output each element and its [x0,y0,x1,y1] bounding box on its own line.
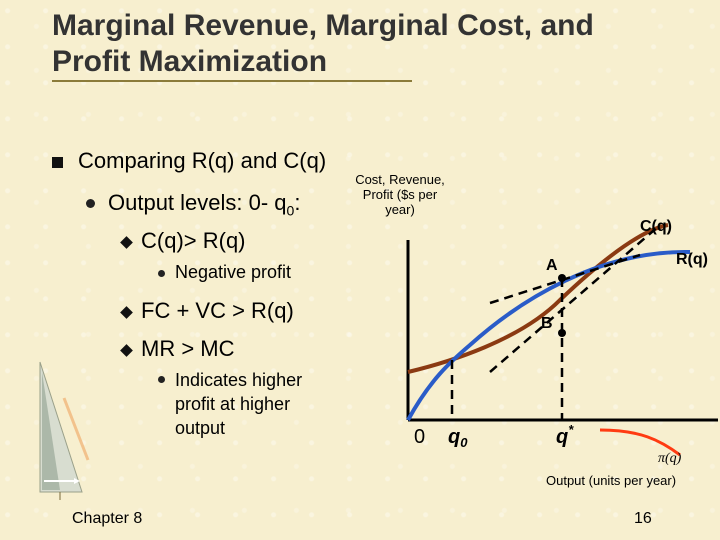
bullet-higher-profit: Indicates higher profit at higher output [175,370,303,438]
x-axis-label: Output (units per year) [546,473,676,488]
bullet-dot-icon [86,199,95,208]
profit-curve-label: π(q) [658,451,682,466]
point-a-marker [558,274,566,282]
revenue-curve-label: R(q) [676,251,708,268]
bullet-mr-mc: MR > MC [141,336,235,361]
bullet-fc-vc: FC + VC > R(q) [141,298,294,323]
origin-label: 0 [414,426,425,448]
qstar-label: q* [556,422,574,448]
bullet-square-icon [52,157,63,168]
cost-tangent-line [489,224,661,373]
revenue-curve [406,249,691,421]
decorative-triangle-icon [39,361,90,500]
slide-title: Marginal Revenue, Marginal Cost, and Pro… [52,9,594,78]
bullet-comparing: Comparing R(q) and C(q) [78,148,327,173]
title-underline [52,80,412,82]
point-a-label: A [546,257,558,274]
profit-curve [599,428,681,457]
page-number: 16 [634,510,652,527]
bullet-small-dot-icon [158,270,165,277]
cost-curve [407,223,669,374]
footer-chapter: Chapter 8 [72,510,143,527]
bullet-cost-greater: C(q)> R(q) [141,228,246,253]
point-b-marker [558,329,566,337]
bullet-output-levels: Output levels: 0- q0: [108,190,301,219]
cost-curve-label: C(q) [640,218,672,235]
bullet-small-dot-icon [158,376,165,383]
bullet-negative-profit: Negative profit [175,262,292,282]
q0-label: q0 [448,426,468,450]
y-axis-label: Cost, Revenue, Profit ($s per year) [355,172,445,217]
point-b-label: B [541,315,553,332]
